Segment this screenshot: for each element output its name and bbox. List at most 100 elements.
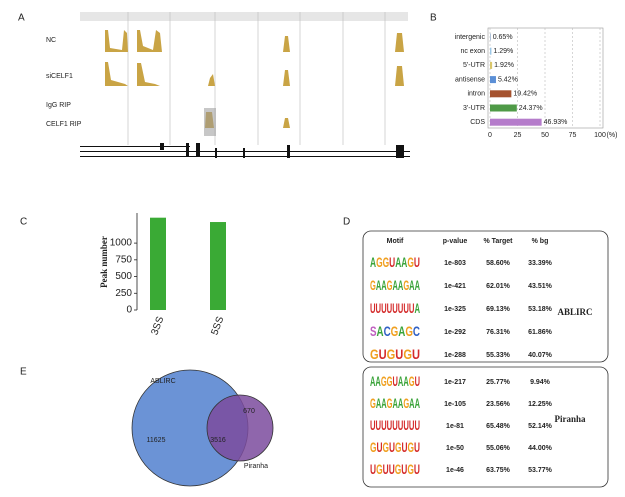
table-header: % Target bbox=[483, 238, 513, 245]
table-cell: 69.13% bbox=[486, 306, 511, 313]
set-circle bbox=[206, 394, 274, 462]
bar bbox=[210, 222, 226, 310]
table-cell: 1e-292 bbox=[444, 329, 466, 336]
table-cell: 1e-325 bbox=[444, 306, 466, 313]
bar bbox=[490, 33, 491, 41]
count-label: 3516 bbox=[210, 437, 226, 444]
category-label: nc exon bbox=[460, 48, 485, 55]
track-label: IgG RIP bbox=[46, 102, 71, 109]
table-cell: 1e-803 bbox=[444, 260, 466, 267]
motif-logo: GAAGAAGAA bbox=[370, 395, 420, 411]
group-label: Piranha bbox=[554, 414, 586, 424]
value-label: 46.93% bbox=[544, 119, 568, 126]
panel-letter: A bbox=[18, 13, 25, 24]
category-label: antisense bbox=[455, 76, 485, 83]
motif-logo: GUGUGUGU bbox=[370, 439, 420, 455]
table-cell: 55.33% bbox=[486, 352, 511, 359]
y-axis-label: Peak number bbox=[99, 236, 109, 288]
set-label: Piranha bbox=[244, 463, 268, 470]
table-cell: 12.25% bbox=[528, 401, 553, 408]
track-label: NC bbox=[46, 37, 56, 44]
table-cell: 1e-421 bbox=[444, 283, 466, 290]
track-label: siCELF1 bbox=[46, 73, 73, 80]
table-cell: 52.14% bbox=[528, 423, 553, 430]
x-tick-label: 100 bbox=[594, 132, 606, 139]
table-cell: 53.77% bbox=[528, 467, 553, 474]
motif-logo: AAGGUAAGU bbox=[370, 373, 420, 389]
table-cell: 62.01% bbox=[486, 283, 511, 290]
x-tick-label: 25 bbox=[514, 132, 522, 139]
value-label: 5.42% bbox=[498, 76, 518, 83]
set-label: ABLIRC bbox=[150, 378, 175, 385]
table-cell: 25.77% bbox=[486, 379, 511, 386]
table-cell: 63.75% bbox=[486, 467, 511, 474]
table-frame bbox=[362, 366, 609, 488]
y-tick-label: 250 bbox=[115, 288, 132, 299]
table-cell: 1e-288 bbox=[444, 352, 466, 359]
table-cell: 76.31% bbox=[486, 329, 511, 336]
table-cell: 1e-217 bbox=[444, 379, 466, 386]
y-tick-label: 0 bbox=[126, 305, 132, 316]
value-label: 19.42% bbox=[513, 91, 537, 98]
table-cell: 55.06% bbox=[486, 445, 511, 452]
y-tick-label: 500 bbox=[115, 271, 132, 282]
x-tick-label: 50 bbox=[541, 132, 549, 139]
table-header: p-value bbox=[443, 238, 468, 245]
bar bbox=[490, 90, 512, 98]
track-label: CELF1 RIP bbox=[46, 121, 82, 128]
highlight bbox=[204, 108, 216, 136]
count-label: 11625 bbox=[147, 437, 166, 444]
panel-letter: B bbox=[430, 13, 437, 24]
table-cell: 40.07% bbox=[528, 352, 553, 359]
track-dividers bbox=[127, 12, 386, 145]
motif-logo: UUUUUUUUU bbox=[370, 417, 420, 433]
bar bbox=[150, 217, 166, 310]
category-label: intergenic bbox=[455, 34, 486, 41]
category-label: 3'-UTR bbox=[463, 105, 485, 112]
value-label: 1.92% bbox=[494, 62, 514, 69]
table-frame bbox=[362, 230, 609, 363]
table-cell: 23.56% bbox=[486, 401, 511, 408]
motif-logo: SACGAGC bbox=[370, 323, 420, 339]
x-tick-label: 0 bbox=[488, 132, 492, 139]
value-label: 24.37% bbox=[519, 105, 543, 112]
y-tick-label: 1000 bbox=[110, 238, 133, 249]
table-cell: 53.18% bbox=[528, 306, 553, 313]
motif-logo: UGUUGUGU bbox=[370, 461, 420, 477]
bar bbox=[490, 61, 493, 69]
count-label: 670 bbox=[243, 408, 255, 415]
table-cell: 1e-50 bbox=[446, 445, 464, 452]
table-cell: 1e-46 bbox=[446, 467, 464, 474]
panel-letter: E bbox=[20, 367, 27, 378]
gene-model bbox=[80, 143, 410, 158]
table-cell: 44.00% bbox=[528, 445, 553, 452]
category-label: 5'-UTR bbox=[463, 62, 485, 69]
table-header: % bg bbox=[532, 238, 549, 245]
table-header: Motif bbox=[387, 238, 404, 245]
bar bbox=[490, 104, 517, 112]
x-tick-label: 5SS bbox=[209, 315, 226, 337]
category-label: intron bbox=[467, 91, 485, 98]
motif-logo: AGGUAAGU bbox=[370, 254, 420, 270]
coverage bbox=[105, 30, 404, 128]
table-cell: 9.94% bbox=[530, 379, 551, 386]
category-label: CDS bbox=[470, 119, 485, 126]
motif-logo: UUUUUUUUA bbox=[370, 300, 420, 316]
y-tick-label: 750 bbox=[115, 254, 132, 265]
coordinate-bar bbox=[80, 12, 408, 21]
x-tick-label: 75 bbox=[569, 132, 577, 139]
table-cell: 43.51% bbox=[528, 283, 553, 290]
table-cell: 58.60% bbox=[486, 260, 511, 267]
motif-logo: GUGUGU bbox=[370, 346, 420, 362]
bar bbox=[490, 118, 542, 126]
value-label: 1.29% bbox=[493, 48, 513, 55]
x-axis-label: (%) bbox=[607, 132, 618, 139]
x-tick-label: 3SS bbox=[149, 315, 166, 337]
plot-frame bbox=[487, 27, 604, 129]
value-label: 0.65% bbox=[493, 34, 513, 41]
bar bbox=[490, 47, 492, 55]
panel-letter: C bbox=[20, 217, 27, 228]
table-cell: 1e-81 bbox=[446, 423, 464, 430]
table-cell: 1e-105 bbox=[444, 401, 466, 408]
